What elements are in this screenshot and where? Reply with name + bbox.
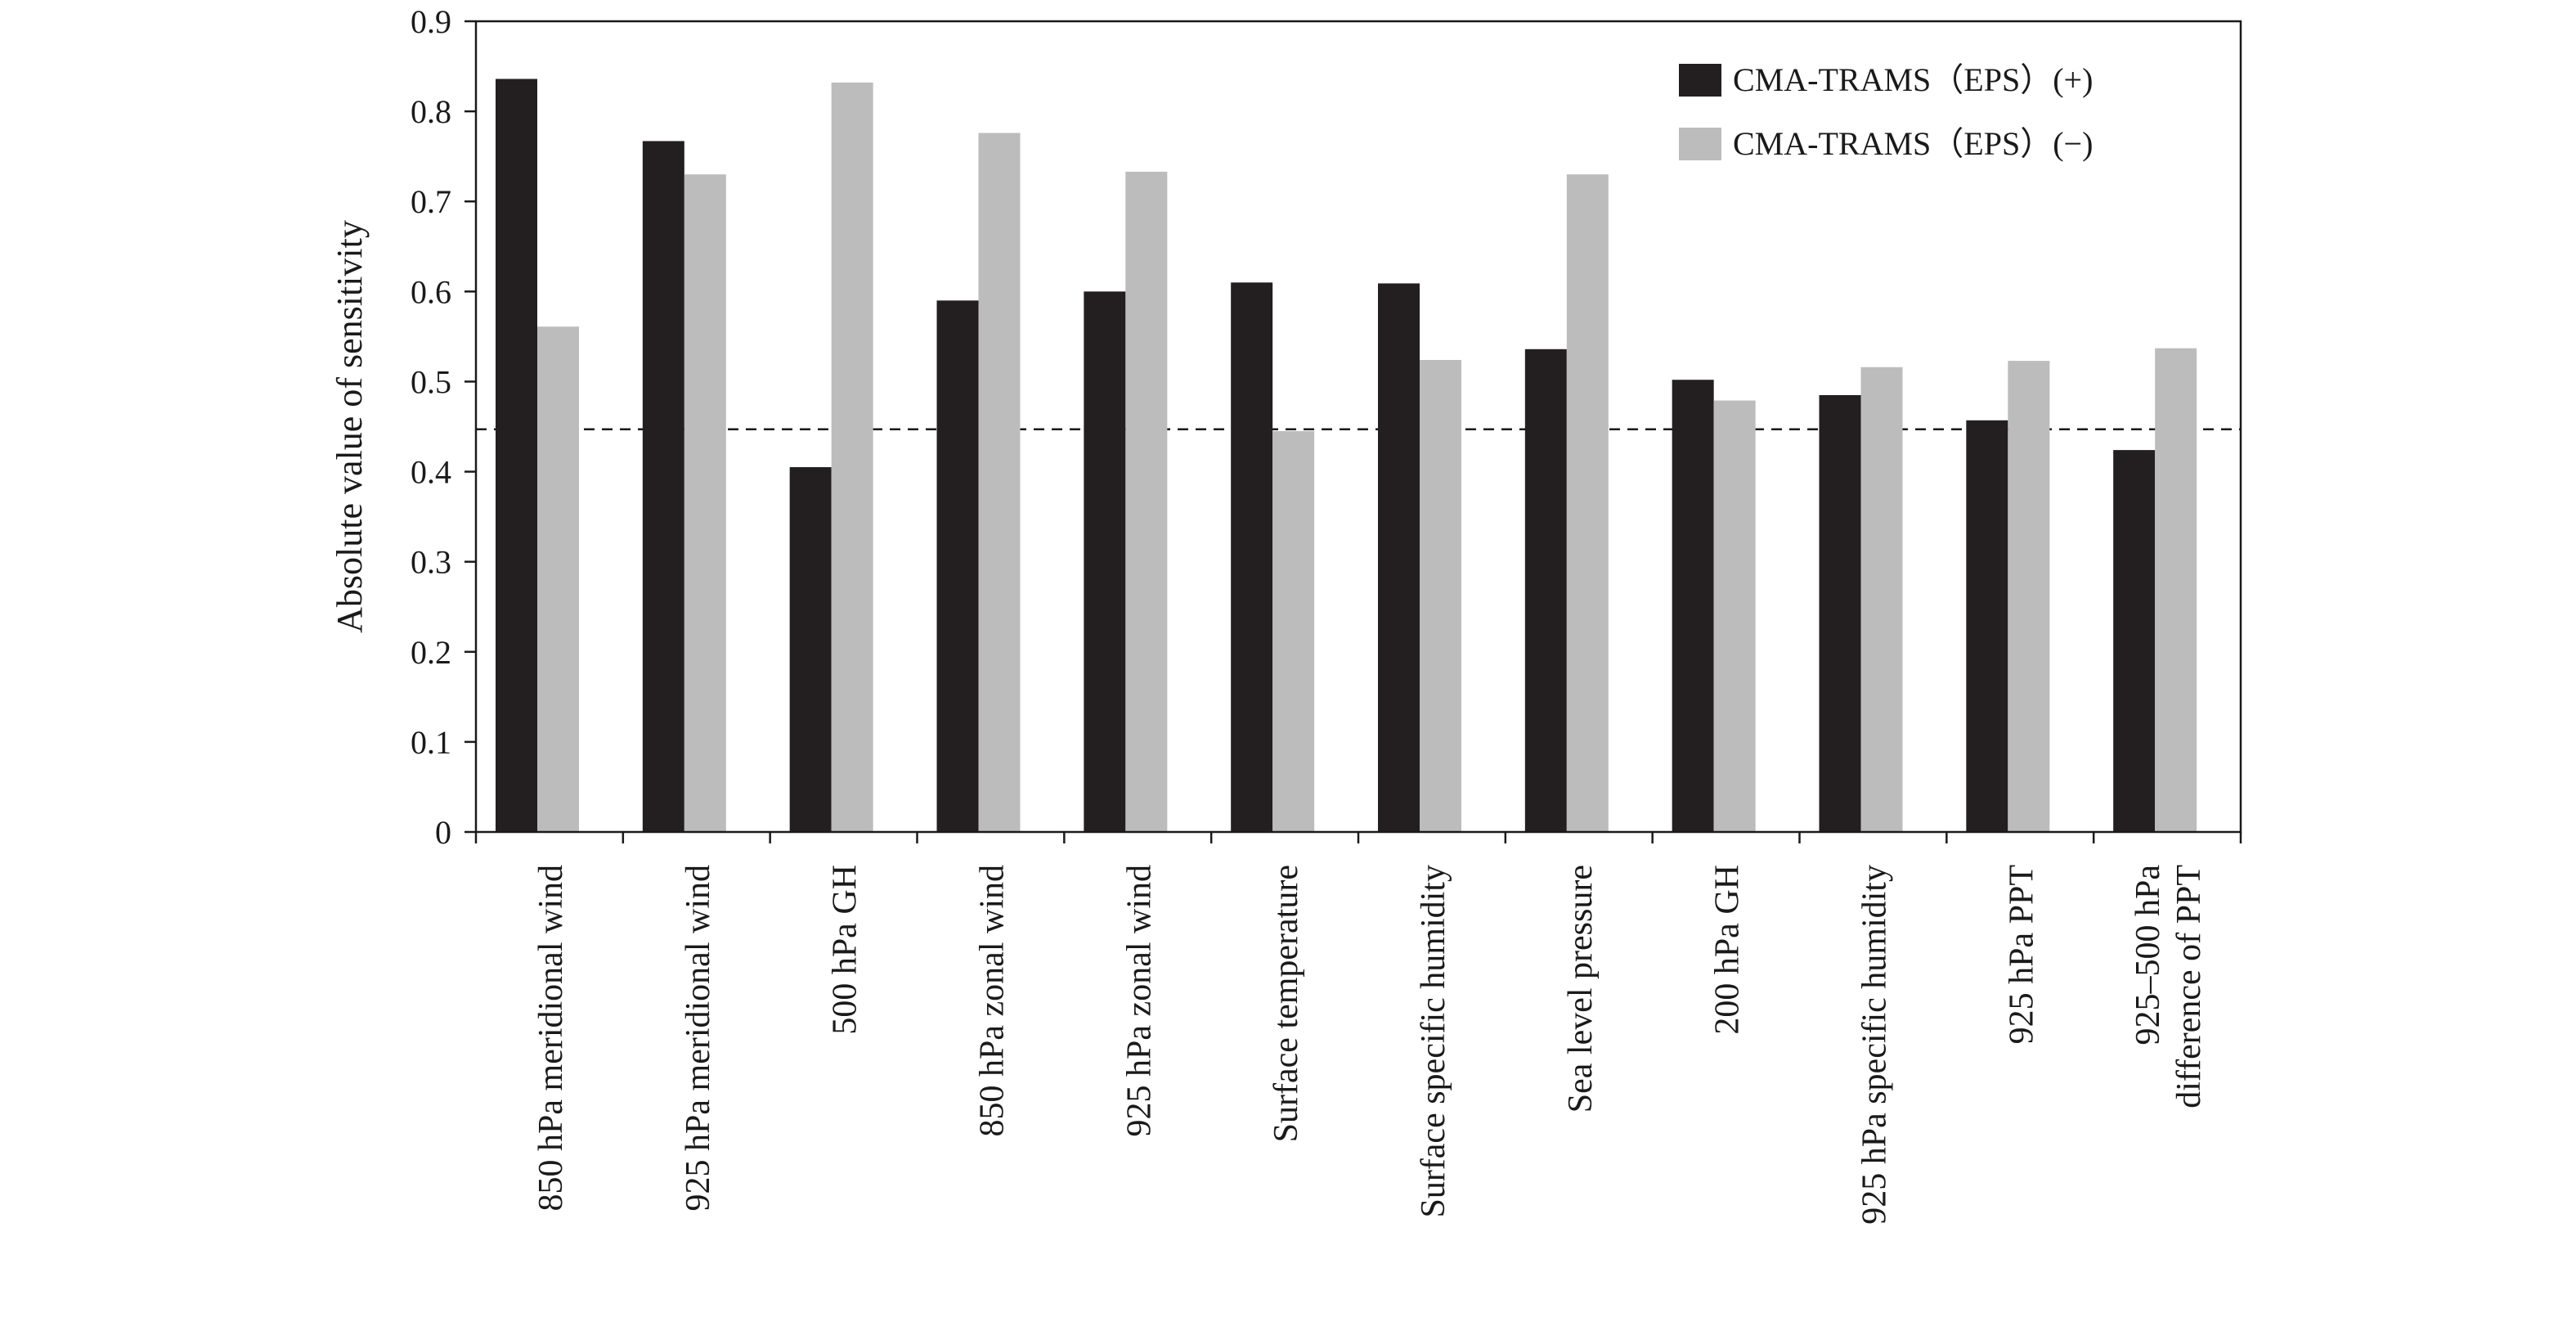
bar-plus-7 bbox=[1378, 283, 1420, 832]
legend: CMA-TRAMS（EPS）(+) CMA-TRAMS（EPS）(−) bbox=[1679, 61, 2093, 162]
bar-minus-11 bbox=[2008, 361, 2050, 832]
y-tick-label: 0.5 bbox=[411, 363, 451, 400]
bar-minus-5 bbox=[1125, 171, 1168, 832]
x-category-label: 850 hPa meridional wind bbox=[532, 865, 570, 1211]
bar-minus-4 bbox=[978, 133, 1021, 832]
x-category-label: 925 hPa PPT bbox=[2003, 865, 2040, 1044]
bar-plus-11 bbox=[1966, 420, 2008, 832]
x-category-label: Sea level pressure bbox=[1562, 865, 1600, 1113]
bar-plus-8 bbox=[1524, 348, 1567, 832]
bar-minus-2 bbox=[684, 174, 726, 832]
x-category-label: difference of PPT bbox=[2170, 865, 2208, 1108]
y-axis-title: Absolute value of sensitivity bbox=[330, 220, 370, 633]
bar-minus-1 bbox=[537, 326, 579, 832]
x-category-label: 925 hPa meridional wind bbox=[680, 865, 717, 1211]
bar-plus-2 bbox=[642, 141, 684, 833]
x-category-label: 500 hPa GH bbox=[827, 865, 864, 1035]
y-tick-label: 0.8 bbox=[411, 93, 451, 130]
legend-label-minus: CMA-TRAMS（EPS）(−) bbox=[1733, 125, 2093, 162]
legend-swatch-minus bbox=[1679, 128, 1721, 160]
bar-plus-6 bbox=[1231, 282, 1273, 832]
y-tick-label: 0.9 bbox=[411, 3, 451, 40]
x-category-label: 925–500 hPa bbox=[2129, 865, 2167, 1045]
axis-ticks-layer bbox=[464, 20, 2242, 843]
y-tick-label: 0.1 bbox=[411, 724, 451, 761]
x-category-label: 200 hPa GH bbox=[1709, 865, 1747, 1035]
legend-swatch-plus bbox=[1679, 64, 1721, 97]
y-tick-label: 0.3 bbox=[411, 544, 451, 581]
bar-minus-6 bbox=[1272, 431, 1315, 832]
bar-plus-5 bbox=[1084, 291, 1126, 832]
bars-layer bbox=[496, 79, 2197, 833]
bar-minus-9 bbox=[1713, 400, 1756, 833]
bar-plus-9 bbox=[1672, 380, 1714, 833]
bar-plus-12 bbox=[2113, 450, 2156, 832]
bar-minus-7 bbox=[1420, 360, 1461, 832]
y-tick-label: 0 bbox=[435, 814, 451, 851]
y-tick-label: 0.6 bbox=[411, 273, 451, 310]
bar-minus-8 bbox=[1566, 174, 1609, 832]
y-tick-label: 0.7 bbox=[411, 183, 451, 220]
x-category-label: 925 hPa specific humidity bbox=[1856, 865, 1893, 1225]
y-tick-label: 0.4 bbox=[411, 454, 451, 491]
x-category-label: Surface specific humidity bbox=[1415, 865, 1452, 1218]
x-category-label: 850 hPa zonal wind bbox=[973, 865, 1011, 1136]
bar-minus-3 bbox=[831, 82, 873, 833]
bar-minus-12 bbox=[2155, 348, 2197, 832]
legend-label-plus: CMA-TRAMS（EPS）(+) bbox=[1733, 61, 2093, 98]
y-tick-label: 0.2 bbox=[411, 634, 451, 671]
bar-plus-4 bbox=[936, 300, 979, 832]
x-category-label: 925 hPa zonal wind bbox=[1120, 865, 1158, 1136]
axis-labels-layer: 0 0.1 0.2 0.3 0.4 0.5 0.6 0.7 0.8 0.9 850 hPa meri… bbox=[330, 3, 2208, 1225]
bar-minus-10 bbox=[1860, 366, 1903, 832]
bar-plus-3 bbox=[789, 467, 832, 832]
bar-plus-10 bbox=[1819, 394, 1861, 832]
x-category-label: Surface temperature bbox=[1268, 865, 1305, 1142]
bar-plus-1 bbox=[496, 79, 537, 832]
